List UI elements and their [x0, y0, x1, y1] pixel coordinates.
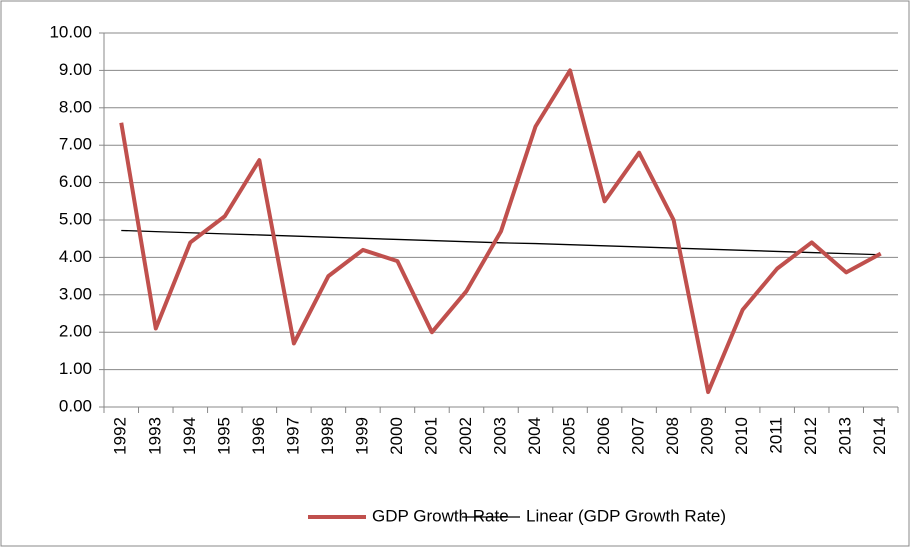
- x-tick-label: 2014: [870, 417, 889, 455]
- series-line: [119, 68, 882, 395]
- x-tick-label: 2002: [456, 417, 475, 455]
- x-tick-label: 2008: [663, 417, 682, 455]
- legend-label: Linear (GDP Growth Rate): [526, 506, 726, 525]
- y-tick-label: 4.00: [59, 247, 92, 266]
- y-tick-label: 9.00: [59, 60, 92, 79]
- x-tick-label: 2012: [801, 417, 820, 455]
- x-tick-label: 2005: [560, 417, 579, 455]
- x-tick-label: 2000: [387, 417, 406, 455]
- x-tick-label: 1995: [214, 417, 233, 455]
- x-tick-label: 2003: [490, 417, 509, 455]
- x-tick-label: 2010: [732, 417, 751, 455]
- series-line: [121, 229, 881, 256]
- legend-label: GDP Growth Rate: [372, 506, 509, 525]
- x-tick-label: 1998: [318, 417, 337, 455]
- x-tick-label: 1992: [111, 417, 130, 455]
- x-tick-label: 2004: [525, 417, 544, 455]
- y-tick-label: 10.00: [49, 22, 92, 41]
- y-tick-label: 2.00: [59, 322, 92, 341]
- x-tick-label: 1994: [180, 417, 199, 455]
- x-tick-label: 1996: [249, 417, 268, 455]
- x-tick-label: 1997: [283, 417, 302, 455]
- y-tick-label: 7.00: [59, 135, 92, 154]
- x-tick-label: 2001: [421, 417, 440, 455]
- y-tick-label: 1.00: [59, 359, 92, 378]
- y-tick-label: 6.00: [59, 172, 92, 191]
- y-tick-label: 3.00: [59, 284, 92, 303]
- x-tick-label: 2011: [767, 417, 786, 454]
- x-tick-label: 2006: [594, 417, 613, 455]
- x-tick-label: 2009: [698, 417, 717, 455]
- x-tick-label: 2013: [836, 417, 855, 455]
- x-tick-label: 1999: [352, 417, 371, 455]
- x-tick-label: 1993: [145, 417, 164, 455]
- y-tick-label: 8.00: [59, 97, 92, 116]
- x-tick-label: 2007: [629, 417, 648, 455]
- y-tick-label: 5.00: [59, 209, 92, 228]
- y-tick-label: 0.00: [59, 396, 92, 415]
